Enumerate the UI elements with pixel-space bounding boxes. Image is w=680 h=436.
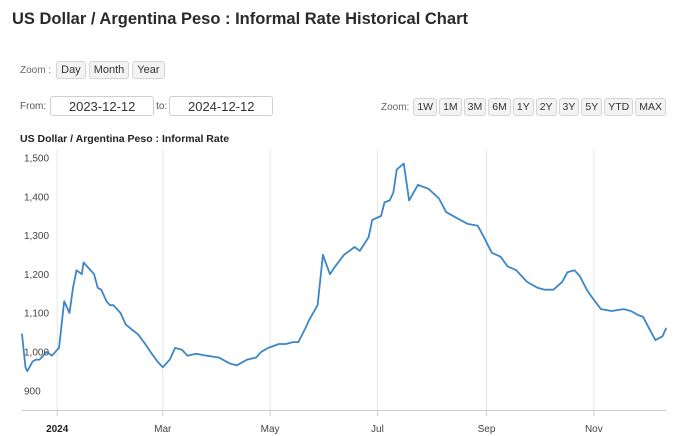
y-tick-label: 1,100 <box>24 309 49 320</box>
x-tick-label: Mar <box>154 424 172 435</box>
y-tick-label: 1,400 <box>24 192 49 203</box>
x-tick-label: May <box>261 424 280 435</box>
zoom-toolbar: Zoom : Day Month Year <box>20 61 165 79</box>
x-tick-label: Sep <box>478 424 496 435</box>
y-tick-label: 1,300 <box>24 231 49 242</box>
period-ytd-button[interactable]: YTD <box>604 98 634 116</box>
zoom-day-button[interactable]: Day <box>56 61 86 79</box>
zoom-year-button[interactable]: Year <box>132 61 165 79</box>
y-tick-label: 1,200 <box>24 270 49 281</box>
to-date-input[interactable] <box>169 96 274 116</box>
zoom-label: Zoom : <box>20 64 52 76</box>
period-max-button[interactable]: MAX <box>635 98 666 116</box>
period-5y-button[interactable]: 5Y <box>581 98 603 116</box>
period-6m-button[interactable]: 6M <box>488 98 511 116</box>
page-title: US Dollar / Argentina Peso : Informal Ra… <box>12 10 468 28</box>
y-tick-label: 1,500 <box>24 154 49 165</box>
x-tick-label: Jul <box>371 424 384 435</box>
period-3y-button[interactable]: 3Y <box>558 98 580 116</box>
y-tick-label: 900 <box>24 386 41 397</box>
date-range: From: to: <box>20 96 274 116</box>
period-zoom-toolbar: Zoom: 1W 1M 3M 6M 1Y 2Y 3Y 5Y YTD MAX <box>381 98 666 116</box>
series-line <box>21 162 667 373</box>
period-1y-button[interactable]: 1Y <box>512 98 534 116</box>
x-tick-label: 2024 <box>46 424 69 435</box>
period-1m-button[interactable]: 1M <box>439 98 462 116</box>
y-tick-label: 1,000 <box>24 348 49 359</box>
period-2y-button[interactable]: 2Y <box>535 98 557 116</box>
to-label: to: <box>156 100 168 112</box>
zoom-month-button[interactable]: Month <box>88 61 130 79</box>
from-label: From: <box>20 100 47 112</box>
from-date-input[interactable] <box>50 96 155 116</box>
period-1w-button[interactable]: 1W <box>413 98 438 116</box>
x-tick-label: Nov <box>585 424 603 435</box>
period-zoom-label: Zoom: <box>380 101 410 113</box>
period-3m-button[interactable]: 3M <box>463 98 487 116</box>
chart-title: US Dollar / Argentina Peso : Informal Ra… <box>20 133 230 145</box>
